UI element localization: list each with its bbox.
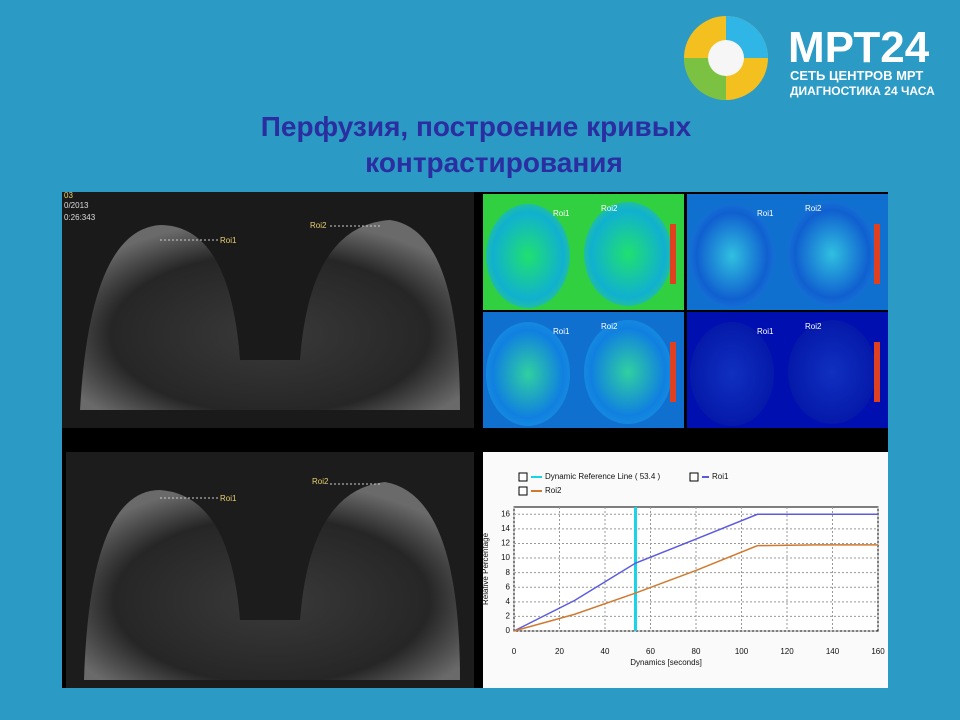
logo-line: ДИАГНОСТИКА 24 ЧАСА	[790, 84, 935, 98]
roi-label: Roi2	[310, 221, 327, 230]
y-tick-label: 10	[501, 553, 510, 562]
map-tissue	[486, 204, 570, 308]
scan-top: 03 0/2013 0:26:343 Roi1 Roi2	[62, 191, 474, 428]
logo-brand: МРТ24	[788, 23, 930, 72]
roi-label: Roi1	[757, 209, 774, 218]
map-tissue	[690, 204, 774, 308]
slide-title: Перфузия, построение кривых	[261, 111, 692, 142]
map-colorbar	[670, 224, 676, 284]
legend-checkbox	[518, 472, 528, 482]
y-tick-label: 16	[501, 509, 510, 518]
scan-info: 0/2013	[64, 201, 89, 210]
x-tick-label: 20	[555, 647, 564, 656]
x-axis-label: Dynamics [seconds]	[630, 658, 702, 667]
scan-tissue	[80, 220, 460, 410]
roi-label: Roi1	[757, 327, 774, 336]
x-tick-label: 120	[780, 647, 794, 656]
map-colorbar	[874, 224, 880, 284]
legend-label: Dynamic Reference Line ( 53.4 )	[545, 472, 661, 481]
x-tick-label: 100	[735, 647, 749, 656]
x-tick-label: 140	[826, 647, 840, 656]
legend-label: Roi2	[545, 486, 562, 495]
y-axis-label: Relative Percentage	[481, 532, 490, 605]
y-tick-label: 0	[506, 626, 511, 635]
scan-info: 0:26:343	[64, 213, 96, 222]
perfusion-maps: Roi1 Roi2 Roi1 Roi2 Roi1 Roi2 Roi1 Roi2	[483, 194, 888, 428]
roi-label: Roi2	[312, 477, 329, 486]
x-tick-label: 40	[601, 647, 610, 656]
y-tick-label: 2	[506, 612, 511, 621]
map-tissue	[584, 202, 672, 306]
y-tick-label: 8	[506, 568, 511, 577]
logo-line: СЕТЬ ЦЕНТРОВ МРТ	[790, 68, 923, 83]
roi-label: Roi1	[220, 236, 237, 245]
x-tick-label: 0	[512, 647, 517, 656]
map-colorbar	[670, 342, 676, 402]
y-tick-label: 4	[506, 597, 511, 606]
series-line	[513, 544, 878, 632]
scan-tissue	[84, 482, 460, 680]
x-tick-label: 60	[646, 647, 655, 656]
roi-label: Roi1	[220, 494, 237, 503]
roi-label: Roi1	[553, 327, 570, 336]
x-tick-label: 160	[871, 647, 885, 656]
slide-title: контрастирования	[365, 147, 623, 178]
legend-checkbox	[518, 486, 528, 496]
map-tissue	[690, 322, 774, 426]
map-tissue	[486, 322, 570, 426]
roi-label: Roi2	[601, 204, 618, 213]
map-tissue	[788, 320, 876, 424]
series-line	[513, 513, 878, 632]
logo-center	[708, 40, 744, 76]
y-tick-label: 12	[501, 539, 510, 548]
roi-label: Roi2	[805, 204, 822, 213]
scan-bottom: Roi1 Roi2	[66, 452, 474, 688]
map-colorbar	[874, 342, 880, 402]
scan-info: 03	[64, 191, 73, 200]
map-tissue	[584, 320, 672, 424]
y-tick-label: 14	[501, 524, 510, 533]
map-tissue	[788, 202, 876, 306]
roi-label: Roi1	[553, 209, 570, 218]
roi-label: Roi2	[805, 322, 822, 331]
roi-label: Roi2	[601, 322, 618, 331]
x-tick-label: 80	[692, 647, 701, 656]
legend-label: Roi1	[712, 472, 729, 481]
logo: МРТ24 СЕТЬ ЦЕНТРОВ МРТ ДИАГНОСТИКА 24 ЧА…	[684, 16, 935, 100]
y-tick-label: 6	[506, 582, 511, 591]
legend-checkbox	[689, 472, 699, 482]
